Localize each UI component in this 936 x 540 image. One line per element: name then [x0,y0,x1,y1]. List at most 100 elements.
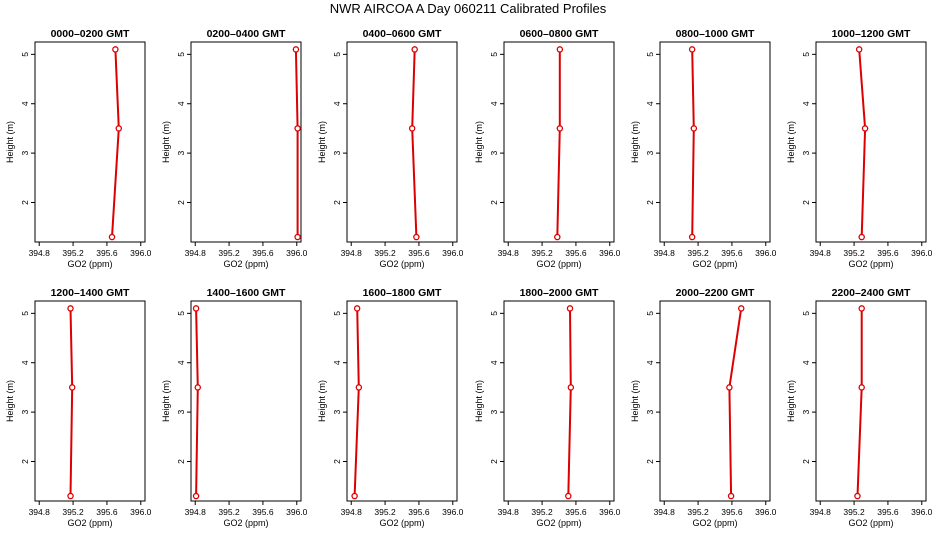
x-tick-label: 396.0 [911,507,933,517]
x-tick-label: 395.2 [843,248,865,258]
data-point [861,125,869,132]
panel: 0000–0200 GMT 394.8 395.2 395.6 396.0 2 3 4 5 GO2… [5,28,152,269]
panel-title: 0400–0600 GMT [363,28,442,40]
y-tick-label: 2 [20,459,30,464]
x-axis-label: GO2 (ppm) [379,518,424,528]
plot-frame [346,300,458,502]
profile-line [691,49,695,238]
x-tick-label: 396.0 [286,507,308,517]
data-point [294,233,301,241]
y-axis-label: Height (m) [786,121,796,163]
y-axis-label: Height (m) [317,121,327,163]
data-point [68,384,76,391]
y-tick-label: 5 [332,52,342,57]
x-tick-label: 394.8 [29,248,51,258]
y-tick-label: 4 [332,360,342,365]
y-tick-label: 2 [489,200,499,205]
x-axis-label: GO2 (ppm) [223,259,268,269]
panel-title: 1600–1800 GMT [363,287,442,299]
x-tick-label: 396.0 [130,507,152,517]
x-tick-label: 395.6 [96,507,118,517]
profile-line [567,308,572,497]
x-tick-label: 394.8 [29,507,51,517]
data-point [194,384,202,391]
y-axis-label: Height (m) [474,121,484,163]
panel: 1800–2000 GMT 394.8 395.2 395.6 396.0 2 3 4 5 GO2… [474,287,621,528]
y-tick-label: 2 [332,459,342,464]
data-point [355,384,363,391]
y-tick-label: 4 [20,360,30,365]
y-tick-label: 3 [176,150,186,155]
data-point [192,492,200,500]
x-tick-label: 396.0 [286,248,308,258]
y-tick-label: 4 [176,101,186,106]
x-tick-label: 394.8 [654,507,676,517]
x-tick-label: 394.8 [185,507,207,517]
y-tick-label: 4 [801,101,811,106]
y-tick-label: 4 [645,360,655,365]
plot-frame [503,41,615,243]
x-tick-label: 395.2 [687,507,709,517]
y-axis-label: Height (m) [5,380,15,422]
x-axis-label: GO2 (ppm) [379,259,424,269]
y-tick-label: 5 [20,311,30,316]
y-tick-label: 5 [645,52,655,57]
page-title: NWR AIRCOA A Day 060211 Calibrated Profi… [329,1,607,16]
y-tick-label: 5 [801,311,811,316]
y-tick-label: 2 [801,200,811,205]
x-tick-label: 396.0 [599,248,621,258]
x-axis-label: GO2 (ppm) [536,518,581,528]
panel: 1600–1800 GMT 394.8 395.2 395.6 396.0 2 3 4 5 GO2… [317,287,464,528]
x-tick-label: 396.0 [911,248,933,258]
x-tick-label: 396.0 [442,507,464,517]
panel: 0400–0600 GMT 394.8 395.2 395.6 396.0 2 3 4 5 GO2… [317,28,464,269]
data-point [737,305,745,312]
data-point [353,305,361,312]
panel: 2200–2400 GMT 394.8 395.2 395.6 396.0 2 3 4 5 GO2… [786,287,933,528]
x-tick-label: 395.2 [62,507,84,517]
data-point [108,233,116,241]
plot-frame [34,300,146,502]
data-point [411,46,418,53]
panel-title: 0000–0200 GMT [51,28,130,40]
x-tick-label: 394.8 [654,248,676,258]
x-axis-label: GO2 (ppm) [692,518,737,528]
y-tick-label: 3 [489,409,499,414]
data-point [192,305,200,312]
x-tick-label: 395.6 [252,248,274,258]
x-tick-label: 395.6 [408,507,430,517]
y-tick-label: 4 [176,360,186,365]
y-tick-label: 5 [801,52,811,57]
data-point [688,233,696,241]
panel: 0600–0800 GMT 394.8 395.2 395.6 396.0 2 3 4 5 GO2… [474,28,621,269]
panel-title: 0200–0400 GMT [207,28,286,40]
y-tick-label: 4 [489,101,499,106]
profile-line [556,49,561,238]
panel-title: 1000–1200 GMT [832,28,911,40]
x-axis-label: GO2 (ppm) [223,518,268,528]
y-axis-label: Height (m) [474,380,484,422]
data-point [408,125,416,132]
profile-line [69,308,74,497]
y-axis-label: Height (m) [630,380,640,422]
x-tick-label: 395.2 [531,507,553,517]
panel: 0800–1000 GMT 394.8 395.2 395.6 396.0 2 3 4 5 GO2… [630,28,777,269]
panel-title: 2200–2400 GMT [832,287,911,299]
profile-line [353,308,360,497]
y-axis-label: Height (m) [630,121,640,163]
x-tick-label: 395.6 [565,248,587,258]
y-tick-label: 3 [801,150,811,155]
x-axis-label: GO2 (ppm) [67,518,112,528]
x-tick-label: 395.2 [218,248,240,258]
panel: 1400–1600 GMT 394.8 395.2 395.6 396.0 2 3 4 5 GO2… [161,287,308,528]
data-point [294,125,301,132]
y-axis-label: Height (m) [5,121,15,163]
data-point [67,305,74,312]
panel: 1200–1400 GMT 394.8 395.2 395.6 396.0 2 3 4 5 GO2… [5,287,152,528]
y-tick-label: 4 [20,101,30,106]
data-point [556,46,564,53]
x-tick-label: 395.6 [877,507,899,517]
data-point [565,492,572,500]
data-point [567,384,575,391]
